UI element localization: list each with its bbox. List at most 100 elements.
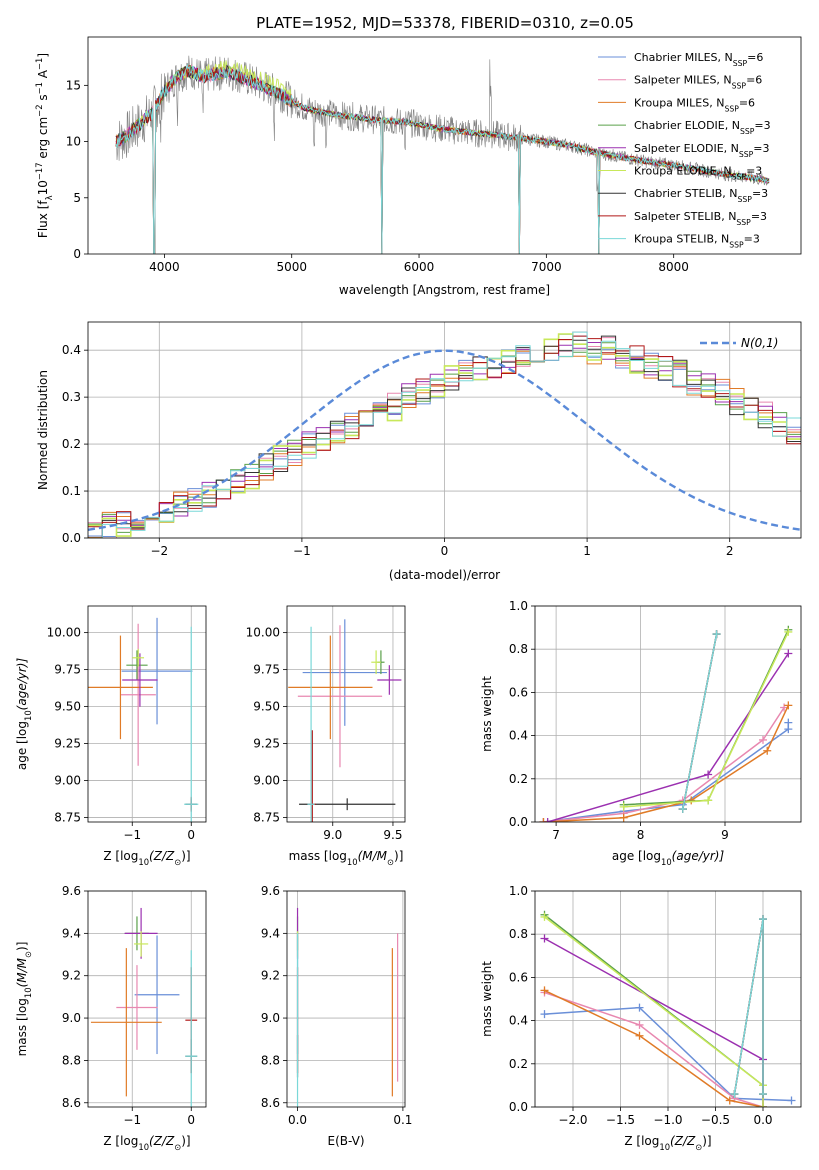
y-tick-label: 0.0 bbox=[62, 531, 81, 545]
y-tick-label: 9.25 bbox=[253, 737, 280, 751]
axes-frame bbox=[534, 605, 802, 823]
weight-point-marker bbox=[619, 813, 628, 822]
plot-area bbox=[296, 907, 399, 1107]
x-tick-label: 4000 bbox=[149, 260, 180, 274]
x-tick-label: −0.5 bbox=[701, 1113, 730, 1127]
y-tick-label: 0.3 bbox=[62, 390, 81, 404]
y-tick-label: 0.4 bbox=[62, 343, 81, 357]
legend-label: Salpeter ELODIE, NSSP=3 bbox=[634, 142, 770, 159]
y-tick-label: 0.2 bbox=[62, 437, 81, 451]
weight-point-marker bbox=[787, 1096, 796, 1105]
weight-point-marker bbox=[730, 1090, 739, 1099]
y-tick-label: 9.0 bbox=[62, 1011, 81, 1025]
y-tick-label: 10.00 bbox=[246, 626, 280, 640]
y-tick-label: 9.2 bbox=[62, 969, 81, 983]
y-tick-label: 9.75 bbox=[253, 663, 280, 677]
legend-label: Chabrier STELIB, NSSP=3 bbox=[634, 187, 768, 204]
weight-point-marker bbox=[759, 915, 767, 924]
y-tick-label: 8.6 bbox=[62, 1096, 81, 1110]
x-tick-label: −1.0 bbox=[653, 1113, 682, 1127]
x-tick-label: −2.0 bbox=[558, 1113, 587, 1127]
residual-histogram-panel: −2 −1 0 1 2 0.0 0.1 0.2 0.3 0.4 N(0,1) (data-model)… bbox=[36, 321, 802, 582]
weight-point-marker bbox=[540, 912, 549, 921]
weight-series-line bbox=[544, 991, 764, 1107]
weight-point-marker bbox=[635, 1031, 644, 1040]
plot-area bbox=[88, 331, 801, 538]
x-tick-label: 2 bbox=[726, 544, 734, 558]
legend-label: Salpeter MILES, NSSP=6 bbox=[634, 74, 762, 91]
x-axis-label: wavelength [Angstrom, rest frame] bbox=[339, 283, 550, 297]
x-axis-label: (data-model)/error bbox=[389, 568, 500, 582]
y-tick-label: 0.2 bbox=[509, 772, 528, 786]
plot-area bbox=[540, 910, 796, 1107]
weight-point-marker bbox=[725, 1096, 734, 1105]
spectrum-model-line bbox=[115, 65, 770, 254]
weight-series-line bbox=[544, 914, 764, 1107]
weight-point-marker bbox=[784, 649, 793, 658]
x-tick-label: −1 bbox=[293, 544, 311, 558]
y-tick-label: 9.50 bbox=[253, 700, 280, 714]
axes-frame bbox=[87, 36, 802, 255]
legend-label: Salpeter STELIB, NSSP=3 bbox=[634, 210, 767, 227]
y-tick-label: 0.8 bbox=[509, 642, 528, 656]
weight-series-line bbox=[544, 937, 764, 1107]
y-tick-label: 1.0 bbox=[509, 599, 528, 613]
y-tick-label: 0.6 bbox=[509, 685, 528, 699]
plot-area bbox=[539, 625, 793, 822]
normal-curve bbox=[88, 349, 801, 531]
y-tick-label: 0.0 bbox=[509, 815, 528, 829]
weight-series-line bbox=[623, 631, 789, 808]
y-tick-label: 9.25 bbox=[54, 737, 81, 751]
x-tick-label: 0.1 bbox=[393, 1113, 412, 1127]
y-tick-label: 0.2 bbox=[509, 1057, 528, 1071]
x-axis-label: Z [log10(Z/Z⊙)] bbox=[103, 1134, 190, 1152]
spectrum-panel: 4000 5000 6000 7000 8000 0 5 10 15 wavelength [An… bbox=[34, 36, 802, 297]
legend-label: N(0,1) bbox=[741, 336, 778, 350]
x-tick-label: 8 bbox=[637, 828, 645, 842]
legend-label: Kroupa STELIB, NSSP=3 bbox=[634, 233, 760, 250]
histogram-step-line bbox=[88, 331, 801, 538]
plot-area bbox=[88, 617, 199, 822]
y-tick-label: 10.00 bbox=[47, 626, 81, 640]
weight-point-marker bbox=[619, 802, 628, 811]
weight-point-marker bbox=[763, 746, 772, 755]
weight-point-marker bbox=[759, 1103, 767, 1107]
weight-point-marker bbox=[678, 805, 687, 814]
weight-series-line bbox=[547, 653, 789, 822]
y-axis-label: mass weight bbox=[480, 676, 494, 752]
mass-vs-ebv-panel: 0.0 0.1 8.6 8.8 9.0 9.2 9.4 9.6 E(B-V) bbox=[261, 884, 413, 1148]
spectrum-model-line bbox=[115, 65, 770, 254]
y-axis-label: mass [log10(M/M⊙)] bbox=[15, 942, 33, 1057]
x-tick-label: 7 bbox=[552, 828, 560, 842]
age-vs-mass-panel: 9.0 9.5 8.75 9.00 9.25 9.50 9.75 10.00 mass [log… bbox=[246, 605, 406, 867]
axes-frame bbox=[286, 890, 406, 1108]
y-tick-label: 0.4 bbox=[509, 729, 528, 743]
mass-vs-z-panel: −1 0 8.6 8.8 9.0 9.2 9.4 9.6 Z [log10(Z/Z⊙)] mass… bbox=[15, 884, 207, 1152]
x-tick-label: 6000 bbox=[404, 260, 435, 274]
y-tick-label: 10 bbox=[66, 135, 81, 149]
weight-point-marker bbox=[543, 818, 552, 822]
x-axis-label: E(B-V) bbox=[327, 1134, 364, 1148]
x-axis-label: mass [log10(M/M⊙)] bbox=[289, 849, 404, 867]
x-tick-label: −1 bbox=[123, 828, 141, 842]
weight-point-marker bbox=[539, 818, 548, 822]
axes-frame bbox=[87, 890, 207, 1108]
weight-series-line bbox=[682, 633, 718, 810]
x-axis-label: Z [log10(Z/Z⊙)] bbox=[624, 1134, 711, 1152]
axes-frame bbox=[286, 605, 406, 823]
y-tick-label: 9.6 bbox=[62, 884, 81, 898]
weight-point-marker bbox=[704, 796, 713, 805]
axes-frame bbox=[87, 321, 802, 539]
weight-point-marker bbox=[784, 718, 793, 727]
y-tick-label: 0.1 bbox=[62, 484, 81, 498]
x-tick-label: 0 bbox=[187, 828, 195, 842]
weight-point-marker bbox=[712, 630, 721, 639]
y-tick-label: 9.6 bbox=[261, 884, 280, 898]
y-tick-label: 0.0 bbox=[509, 1100, 528, 1114]
plot-area bbox=[115, 55, 770, 254]
spectrum-model-line bbox=[115, 63, 770, 254]
y-tick-label: 0 bbox=[73, 247, 81, 261]
x-tick-label: 8000 bbox=[658, 260, 689, 274]
x-tick-label: −1 bbox=[123, 1113, 141, 1127]
weight-series-line bbox=[733, 918, 764, 1095]
